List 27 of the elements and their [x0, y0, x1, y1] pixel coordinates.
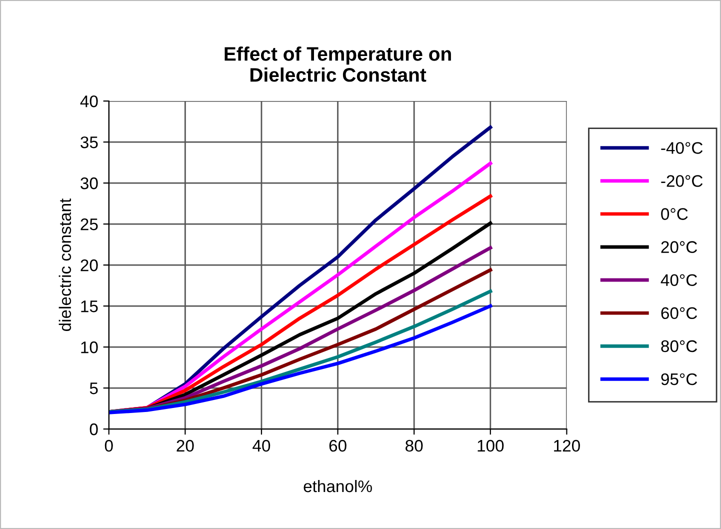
legend-label: 80°C — [661, 340, 698, 352]
y-tick-label: 30 — [80, 177, 98, 190]
legend-label: 0°C — [661, 208, 688, 220]
y-tick-label: 25 — [80, 218, 98, 230]
x-tick-label: 0 — [104, 440, 113, 452]
x-tick-label: 80 — [406, 440, 423, 452]
y-tick-label: 10 — [81, 341, 98, 354]
y-tick-label: 0 — [90, 423, 98, 436]
legend-label: 95°C — [661, 373, 698, 386]
x-tick-label: 100 — [478, 440, 504, 452]
legend-label: 40°C — [660, 274, 698, 286]
chart-title: Effect of Temperature on Dielectric Constant — [224, 46, 451, 82]
legend-label: -40°C — [661, 142, 703, 154]
x-tick-label: 40 — [252, 440, 270, 452]
x-axis-title: ethanol% — [304, 480, 372, 492]
legend-label: 60°C — [661, 307, 698, 320]
legend-label: 20°C — [661, 241, 698, 253]
legend-label: -20°C — [661, 175, 703, 187]
y-axis-title: dielectric constant — [58, 198, 72, 332]
x-tick-label: 60 — [329, 440, 346, 452]
y-tick-label: 15 — [81, 300, 98, 312]
y-tick-label: 40 — [80, 95, 98, 108]
y-tick-label: 5 — [90, 382, 98, 394]
x-tick-label: 120 — [554, 440, 580, 452]
x-tick-label: 20 — [176, 440, 194, 452]
y-tick-label: 20 — [80, 259, 98, 272]
y-tick-label: 35 — [80, 136, 98, 148]
